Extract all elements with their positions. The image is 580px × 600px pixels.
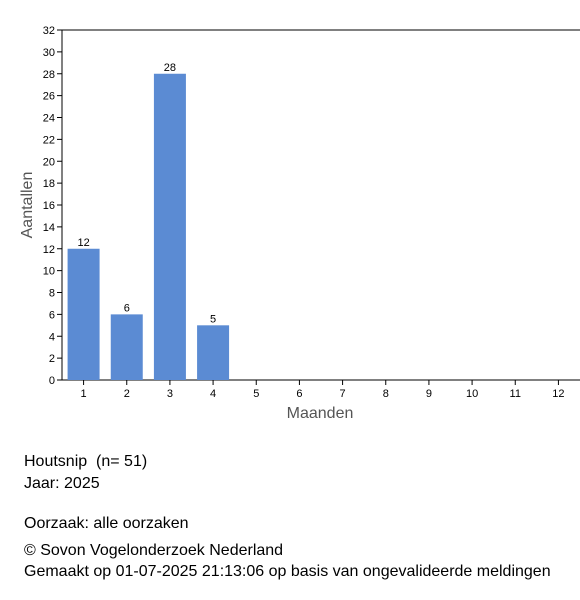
y-tick-label: 20 <box>43 156 55 168</box>
cause: Oorzaak: alle oorzaken <box>24 515 189 532</box>
y-tick-label: 18 <box>43 178 55 190</box>
species: Houtsnip (n= 51) <box>24 453 148 470</box>
y-tick-label: 16 <box>43 200 55 212</box>
bar <box>197 325 230 380</box>
y-tick-label: 22 <box>43 134 55 146</box>
x-tick-label: 6 <box>296 388 302 400</box>
y-tick-label: 0 <box>49 375 55 387</box>
x-tick-label: 3 <box>167 388 173 400</box>
y-tick-label: 10 <box>43 266 55 278</box>
data-label: 6 <box>124 302 130 314</box>
y-tick-label: 14 <box>43 222 55 234</box>
year: Jaar: 2025 <box>24 475 100 492</box>
y-tick-label: 2 <box>49 353 55 365</box>
x-tick-label: 11 <box>510 388 521 400</box>
data-label: 12 <box>77 237 89 249</box>
y-tick-label: 28 <box>43 69 55 81</box>
y-tick-label: 12 <box>43 244 55 256</box>
x-tick-label: 9 <box>426 388 432 400</box>
y-tick-label: 8 <box>49 288 55 300</box>
chart: Aantallen Maanden 0246810121416182022242… <box>19 25 580 422</box>
x-tick-label: 1 <box>81 388 87 400</box>
x-tick-label: 7 <box>340 388 346 400</box>
x-axis-label: Maanden <box>287 405 354 422</box>
x-tick-label: 4 <box>210 388 216 400</box>
data-label: 5 <box>210 313 216 325</box>
y-tick-label: 30 <box>43 47 55 59</box>
y-axis-label: Aantallen <box>19 172 36 239</box>
y-tick-label: 4 <box>49 331 55 343</box>
y-tick-label: 24 <box>43 113 55 125</box>
x-tick-label: 2 <box>124 388 130 400</box>
bar <box>153 73 186 380</box>
bar <box>110 314 143 380</box>
y-tick-label: 32 <box>43 25 55 37</box>
y-tick-label: 26 <box>43 91 55 103</box>
x-tick-label: 10 <box>466 388 478 400</box>
copyright: © Sovon Vogelonderzoek Nederland <box>24 542 284 559</box>
bar <box>67 248 100 380</box>
data-label: 28 <box>164 62 176 74</box>
made-note: Gemaakt op 01-07-2025 21:13:06 op basis … <box>24 563 551 580</box>
x-tick-label: 8 <box>383 388 389 400</box>
x-tick-label: 12 <box>552 388 564 400</box>
x-tick-label: 5 <box>253 388 259 400</box>
y-tick-label: 6 <box>49 309 55 321</box>
